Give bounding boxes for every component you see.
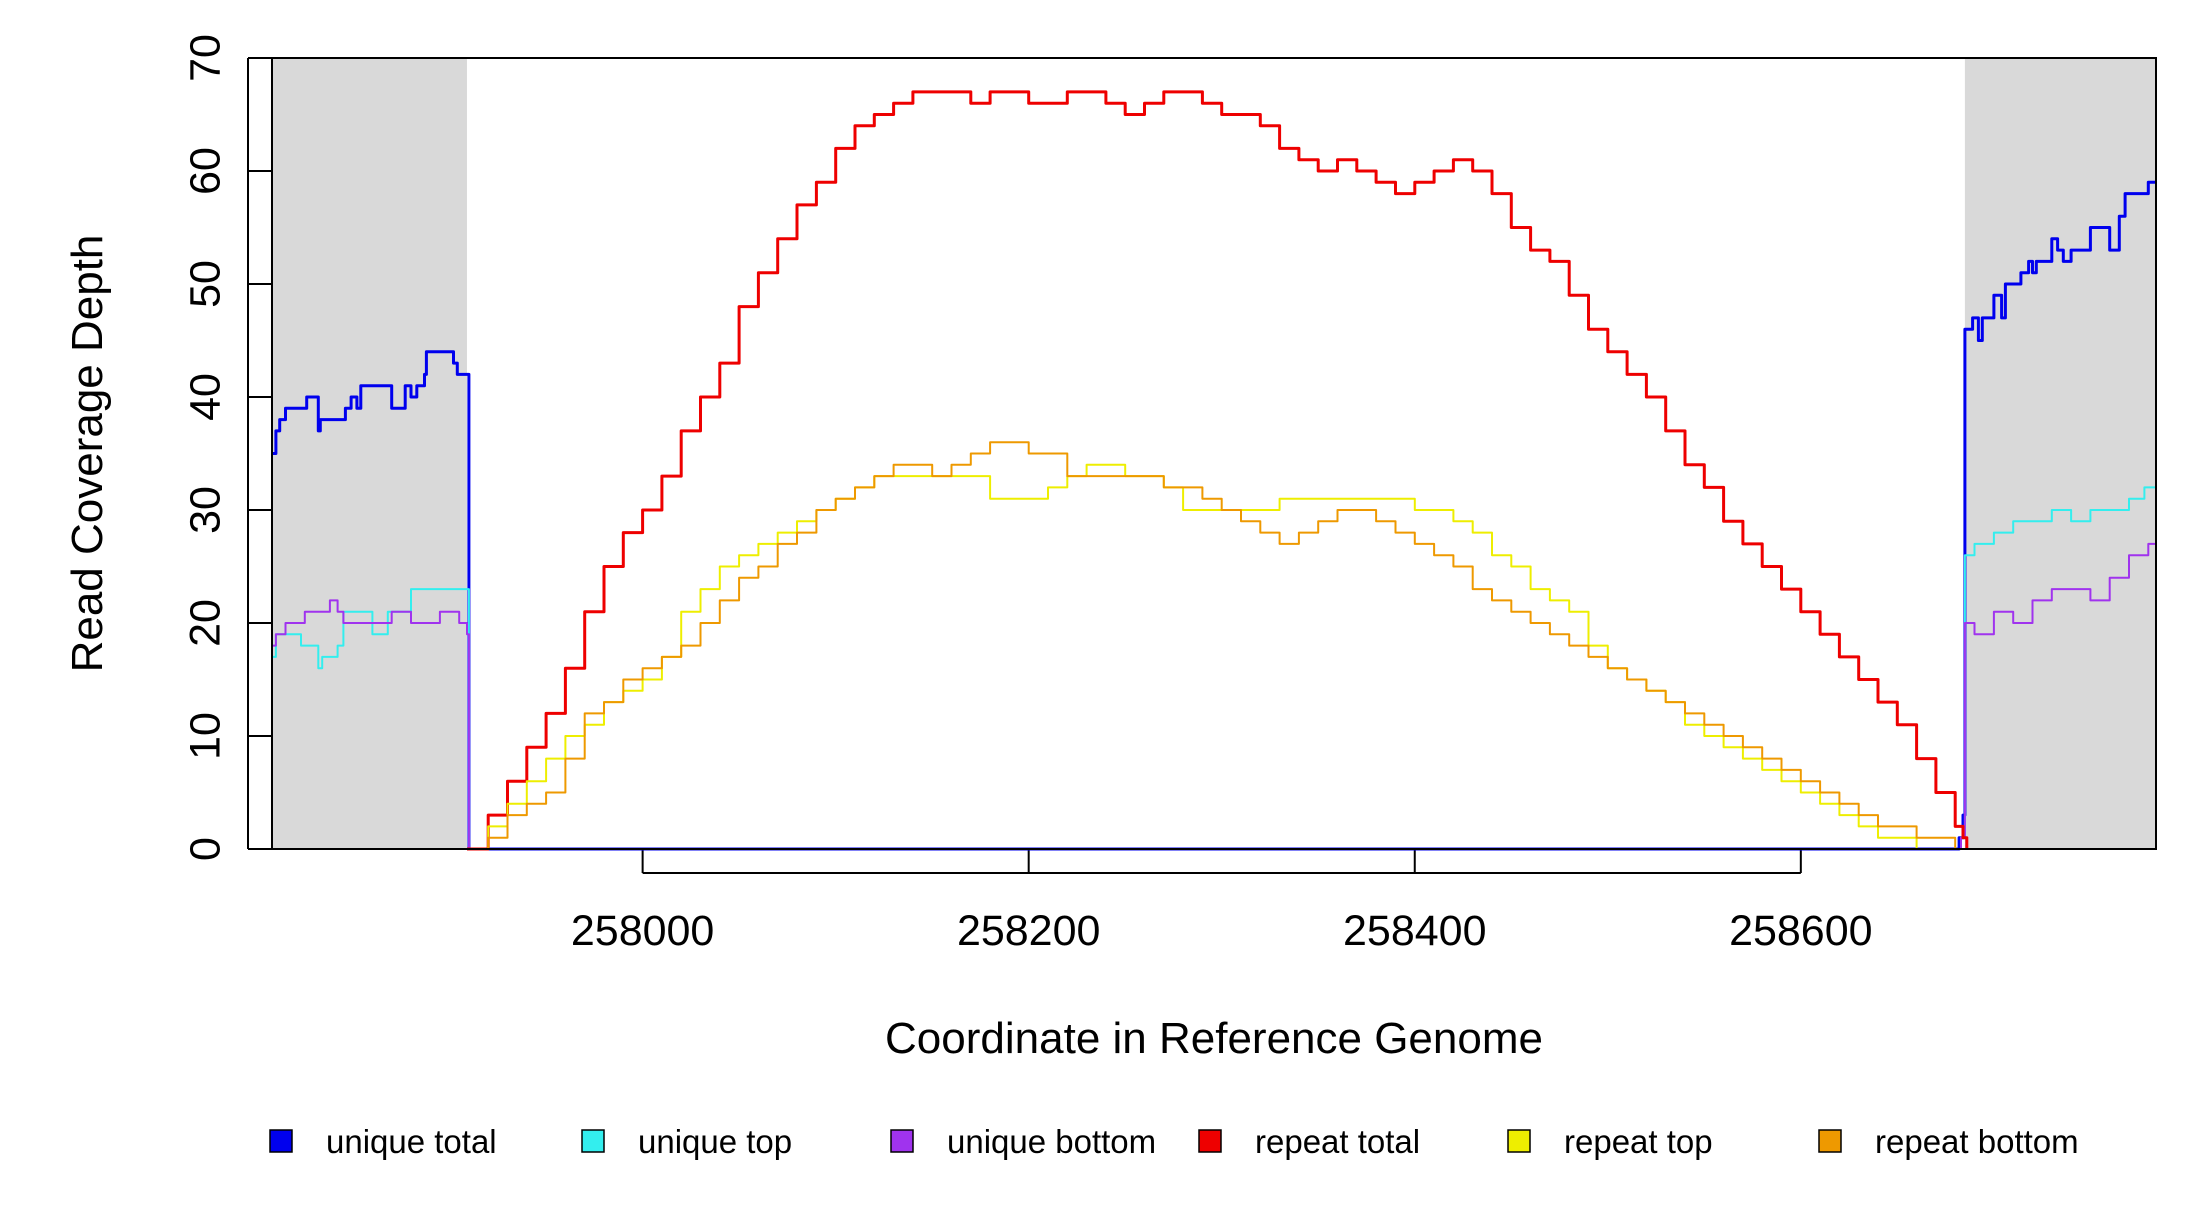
legend: unique total unique top unique bottom repea… <box>269 1123 2079 1160</box>
y-tick-label: 50 <box>181 260 229 308</box>
series-line-repeat-top <box>467 463 1967 850</box>
shaded-region <box>272 58 467 849</box>
legend-swatch <box>269 1129 293 1153</box>
legend-swatch <box>581 1129 605 1153</box>
series-lines <box>272 90 2156 851</box>
x-tick-label: 258400 <box>1343 907 1487 955</box>
legend-label: repeat bottom <box>1875 1123 2079 1160</box>
x-tick-label: 258600 <box>1729 907 1873 955</box>
plot-frame <box>271 57 2157 850</box>
series-line-unique-top <box>272 486 2156 850</box>
legend-swatch <box>890 1129 914 1153</box>
legend-label: repeat total <box>1255 1123 1420 1160</box>
legend-label: repeat top <box>1564 1123 1713 1160</box>
series-line-unique-bottom <box>272 542 2156 850</box>
y-tick-label: 0 <box>181 837 229 861</box>
shaded-regions <box>272 58 2156 849</box>
legend-label: unique total <box>326 1123 497 1160</box>
legend-swatch <box>1818 1129 1842 1153</box>
y-tick-label: 30 <box>181 486 229 534</box>
series-line-repeat-total <box>467 90 1969 851</box>
shaded-region <box>1964 58 2156 849</box>
legend-label: unique top <box>638 1123 792 1160</box>
y-tick-label: 70 <box>181 34 229 82</box>
legend-label: unique bottom <box>947 1123 1156 1160</box>
series-line-repeat-bottom <box>467 441 1967 850</box>
y-tick-label: 40 <box>181 373 229 421</box>
legend-swatch <box>1507 1129 1531 1153</box>
x-tick-label: 258000 <box>571 907 715 955</box>
x-tick-label: 258200 <box>957 907 1101 955</box>
y-tick-label: 60 <box>181 147 229 195</box>
x-axis-title: Coordinate in Reference Genome <box>885 1014 1543 1063</box>
axes: 0 10 20 30 40 50 60 70 258000 258200 258400 258600 <box>181 34 1872 955</box>
y-axis-title: Read Coverage Depth <box>63 235 112 673</box>
y-tick-label: 20 <box>181 599 229 647</box>
y-tick-label: 10 <box>181 712 229 760</box>
legend-swatch <box>1198 1129 1222 1153</box>
series-line-unique-total <box>272 180 2156 851</box>
